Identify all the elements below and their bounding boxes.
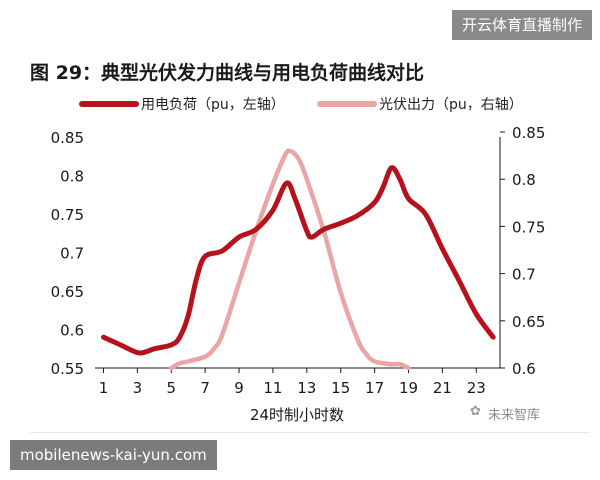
- left-tick-label: 0.65: [51, 283, 84, 301]
- right-tick-label: 0.85: [512, 124, 545, 142]
- wechat-icon: ✿: [470, 404, 481, 419]
- x-tick-label: 11: [263, 379, 282, 397]
- x-axis-ticks: 1 3 5 7 9 11 13 15 17 19 21 23: [99, 368, 486, 397]
- right-tick-label: 0.8: [512, 171, 536, 189]
- x-tick-label: 13: [297, 379, 316, 397]
- figure-title: 图 29：典型光伏发力曲线与用电负荷曲线对比: [30, 62, 425, 84]
- right-tick-label: 0.65: [512, 313, 545, 331]
- right-tick-label: 0.7: [512, 266, 536, 284]
- watermark-label: 未来智库: [488, 408, 541, 423]
- x-tick-label: 19: [399, 379, 418, 397]
- source-badge: 开云体育直播制作: [451, 10, 592, 40]
- right-tick-label: 0.6: [512, 360, 536, 378]
- x-tick-label: 7: [200, 379, 210, 397]
- x-tick-label: 17: [365, 379, 384, 397]
- right-axis-ticks: 0.6 0.65 0.7 0.75 0.8 0.85: [500, 124, 545, 378]
- left-tick-label: 0.6: [60, 322, 84, 340]
- x-tick-label: 5: [166, 379, 176, 397]
- left-tick-label: 0.55: [51, 360, 84, 378]
- left-tick-label: 0.85: [51, 129, 84, 147]
- series-layer: [101, 148, 496, 371]
- legend-label-pv: 光伏出力（pu，右轴）: [379, 97, 523, 113]
- left-axis-ticks: 0.55 0.6 0.65 0.7 0.75 0.8 0.85: [51, 129, 84, 378]
- x-tick-label: 9: [234, 379, 244, 397]
- x-axis-label: 24时制小时数: [250, 406, 344, 424]
- x-tick-label: 3: [133, 379, 143, 397]
- x-tick-label: 1: [99, 379, 109, 397]
- x-tick-label: 15: [331, 379, 350, 397]
- chart: 用电负荷（pu，左轴） 光伏出力（pu，右轴） 0.550.60.650.70.…: [51, 97, 546, 424]
- x-tick-label: 23: [467, 379, 486, 397]
- x-tick-label: 21: [433, 379, 452, 397]
- left-tick-label: 0.75: [51, 206, 84, 224]
- series-line-pv: [169, 148, 411, 371]
- legend: 用电负荷（pu，左轴） 光伏出力（pu，右轴）: [79, 97, 523, 113]
- left-tick-label: 0.7: [60, 245, 84, 263]
- left-tick-label: 0.8: [60, 168, 84, 186]
- right-tick-label: 0.75: [512, 218, 545, 236]
- series-line-load: [101, 165, 496, 356]
- footer-rule: [30, 432, 590, 433]
- legend-label-load: 用电负荷（pu，左轴）: [141, 97, 285, 113]
- url-badge: mobilenews-kai-yun.com: [10, 440, 217, 470]
